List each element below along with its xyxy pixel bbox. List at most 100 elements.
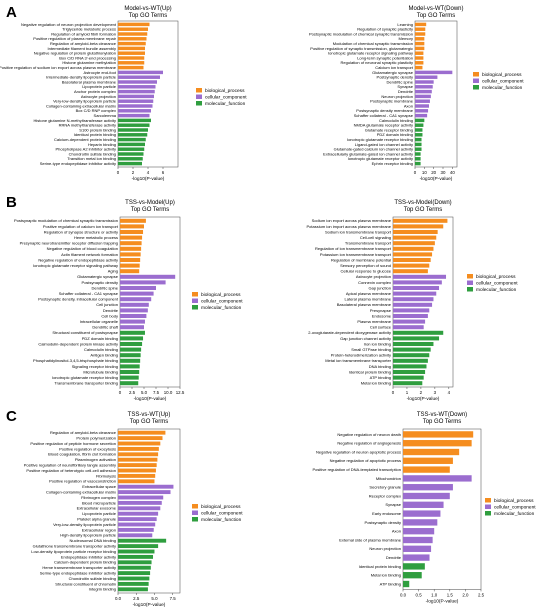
bar-label: Cell surface bbox=[370, 325, 392, 330]
x-tick-label: 10 bbox=[422, 170, 427, 175]
bar-label: Calcium ion transport bbox=[375, 65, 414, 70]
bar-label: Box C/D RNA 3'-end processing bbox=[59, 55, 116, 60]
bar-label: Synapse bbox=[397, 84, 413, 89]
bar-label: Metal ion binding bbox=[371, 573, 401, 578]
bar-label: PDZ domain binding bbox=[82, 336, 118, 341]
bar-label: Regulation of amyloid fibril formation bbox=[51, 31, 116, 36]
bar bbox=[120, 246, 142, 251]
bar bbox=[118, 32, 148, 36]
bar bbox=[118, 549, 155, 554]
bar-label: Axon bbox=[392, 529, 401, 534]
bar-label: Gap junction channel activity bbox=[340, 336, 391, 341]
bar-label: Sodium ion transmembrane transport bbox=[325, 229, 392, 234]
bar bbox=[393, 319, 426, 324]
legend-swatch bbox=[485, 511, 491, 516]
x-tick-label: 12.5 bbox=[176, 390, 185, 395]
bar bbox=[415, 157, 421, 161]
bar-label: Fibrinolysis bbox=[96, 473, 116, 478]
bar-label: Extracellularly glutamate-gated ion chan… bbox=[323, 151, 413, 156]
x-tick-label: 1 bbox=[406, 390, 409, 395]
bar-label: Cell body bbox=[101, 313, 118, 318]
bar bbox=[393, 381, 423, 386]
bar-label: Glutathione transmembrane transporter ac… bbox=[33, 544, 116, 549]
bar bbox=[393, 297, 434, 302]
bar bbox=[393, 269, 428, 274]
bar-label: Serine-type endopeptidase inhibitor acti… bbox=[40, 571, 116, 576]
bar-label: Chondroitin sulfate binding bbox=[69, 151, 116, 156]
x-axis-label: -log10(P-value) bbox=[132, 176, 165, 182]
legend-label: biological_process bbox=[201, 504, 241, 510]
bar-label: Regulation of amyloid-beta clearance bbox=[50, 430, 117, 435]
bar-label: Cell junction bbox=[96, 302, 118, 307]
legend-label: cellular_component bbox=[476, 281, 518, 287]
bar-label: Cell-cell signaling bbox=[360, 235, 391, 240]
bar bbox=[118, 446, 159, 451]
legend-swatch bbox=[196, 94, 202, 99]
chart-title: Model-vs-WT(Up) bbox=[124, 6, 171, 12]
bar-label: Neuron projection bbox=[381, 94, 413, 99]
bar bbox=[118, 522, 156, 527]
bar bbox=[118, 473, 156, 478]
bar bbox=[118, 527, 154, 532]
bar bbox=[120, 325, 144, 330]
bar bbox=[118, 490, 171, 495]
x-tick-label: 2.0 bbox=[462, 592, 469, 597]
bar bbox=[118, 128, 148, 132]
x-tick-label: 0 bbox=[414, 170, 417, 175]
plot-frame bbox=[119, 216, 181, 388]
bar-label: Transition metal ion binding bbox=[67, 156, 116, 161]
bar-label: DNA binding bbox=[369, 364, 391, 369]
bar-label: Basolateral plasma membrane bbox=[62, 79, 117, 84]
bar-label: External side of plasma membrane bbox=[339, 537, 402, 542]
bar-label: Ionotropic glutamate receptor binding bbox=[52, 375, 118, 380]
bar-label: Phospholipase A2 inhibitor activity bbox=[56, 147, 116, 152]
bar bbox=[118, 565, 151, 570]
bar bbox=[118, 152, 144, 156]
bar bbox=[403, 440, 472, 447]
bar-label: Potassium ion transmembrane transport bbox=[320, 252, 392, 257]
legend-swatch bbox=[467, 274, 473, 279]
chart-title: TSS-vs-Model(Down) bbox=[394, 200, 451, 206]
bar-label: Low-density lipoprotein particle recepto… bbox=[31, 549, 116, 554]
chart-subtitle: Top GO Terms bbox=[417, 13, 456, 19]
bar bbox=[120, 364, 140, 369]
bar-label: Structural constituent of chromatin bbox=[55, 581, 116, 586]
bar-label: Sensory perception of sound bbox=[340, 263, 391, 268]
bar-label: Histone glutamine methylation bbox=[62, 60, 116, 65]
bar bbox=[118, 457, 158, 462]
bar bbox=[118, 22, 150, 27]
bar-label: Early endosome bbox=[372, 511, 402, 516]
bar bbox=[120, 218, 146, 223]
legend-swatch bbox=[485, 504, 491, 509]
chart-title: TSS-vs-WT(Down) bbox=[417, 412, 467, 418]
bar bbox=[393, 369, 426, 375]
bar bbox=[415, 80, 434, 84]
bar bbox=[393, 229, 438, 235]
bar bbox=[415, 61, 424, 65]
bar bbox=[120, 252, 141, 257]
bar bbox=[120, 257, 141, 263]
x-tick-label: 1.0 bbox=[431, 592, 438, 597]
bar bbox=[118, 533, 153, 538]
chart-tss-vs-wt-down: TSS-vs-WT(Down)Top GO Terms Negative regu… bbox=[313, 412, 537, 604]
bar bbox=[415, 123, 424, 127]
bar-label: Calmodulin binding bbox=[379, 118, 413, 123]
bar-label: Extracellular region bbox=[82, 527, 116, 532]
legend-swatch bbox=[192, 292, 198, 297]
x-tick-label: 2.5 bbox=[478, 592, 485, 597]
bar-label: Negative regulation of neuron death bbox=[337, 432, 401, 437]
bar bbox=[415, 70, 453, 75]
bar-label: Histone glutamine N-methyltransferase ac… bbox=[34, 118, 116, 123]
bar-label: Heparin binding bbox=[88, 142, 116, 147]
bar bbox=[118, 500, 162, 505]
bar bbox=[118, 511, 159, 516]
bar bbox=[403, 519, 438, 526]
legend-swatch bbox=[196, 88, 202, 93]
x-tick-label: 2 bbox=[132, 170, 135, 175]
bar-label: Identical protein binding bbox=[74, 132, 116, 137]
bar-label: Neuron projection bbox=[369, 546, 401, 551]
x-tick-label: 0.0 bbox=[400, 592, 407, 597]
x-tick-label: 7.5 bbox=[170, 596, 177, 601]
bar-label: Structural constituent of postsynapse bbox=[52, 330, 118, 335]
bar-label: Identical protein binding bbox=[349, 369, 391, 374]
